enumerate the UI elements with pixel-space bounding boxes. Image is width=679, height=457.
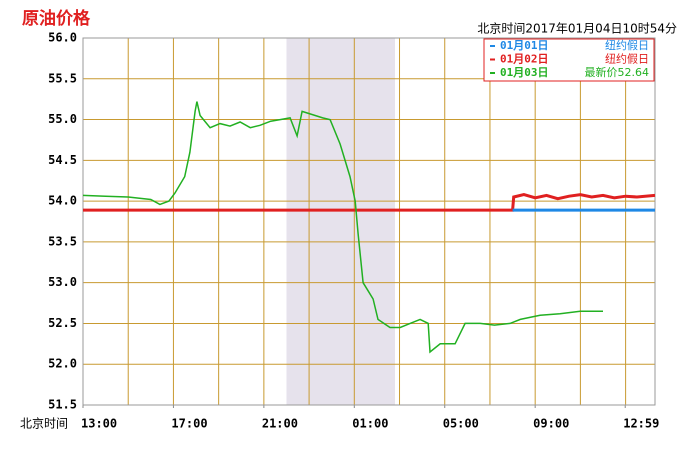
legend-name: 01月03日 bbox=[500, 66, 549, 79]
x-tick-label: 21:00 bbox=[262, 417, 298, 431]
y-tick-label: 52.5 bbox=[48, 316, 77, 330]
legend-note: 最新价52.64 bbox=[585, 65, 650, 79]
series-line bbox=[82, 101, 603, 354]
y-tick-label: 55.0 bbox=[48, 112, 77, 126]
x-tick-label: 12:59 bbox=[623, 417, 659, 431]
series-line bbox=[83, 193, 656, 212]
y-tick-label: 54.5 bbox=[48, 153, 77, 167]
x-prefix: 北京时间 bbox=[20, 417, 68, 431]
x-tick-label: 17:00 bbox=[171, 417, 207, 431]
chart-title: 原油价格 bbox=[22, 8, 91, 29]
legend-name: 01月01日 bbox=[500, 39, 549, 52]
legend-note: 纽约假日 bbox=[605, 52, 649, 66]
y-tick-label: 51.5 bbox=[48, 398, 77, 412]
y-tick-label: 54.0 bbox=[48, 194, 77, 208]
x-tick-label: 05:00 bbox=[443, 417, 479, 431]
y-tick-label: 53.5 bbox=[48, 234, 77, 248]
legend-box bbox=[483, 38, 655, 82]
plot-border bbox=[82, 37, 656, 406]
y-tick-label: 55.5 bbox=[48, 71, 77, 85]
x-tick-label: 09:00 bbox=[533, 417, 569, 431]
x-tick-label: 01:00 bbox=[352, 417, 388, 431]
legend-name: 01月02日 bbox=[500, 53, 549, 66]
timestamp: 北京时间2017年01月04日10时54分 bbox=[477, 22, 677, 36]
shade-band bbox=[286, 38, 395, 405]
legend-note: 纽约假日 bbox=[605, 38, 649, 52]
y-tick-label: 52.0 bbox=[48, 357, 77, 371]
y-tick-label: 53.0 bbox=[48, 275, 77, 289]
x-tick-label: 13:00 bbox=[81, 417, 117, 431]
y-tick-label: 56.0 bbox=[48, 31, 77, 45]
